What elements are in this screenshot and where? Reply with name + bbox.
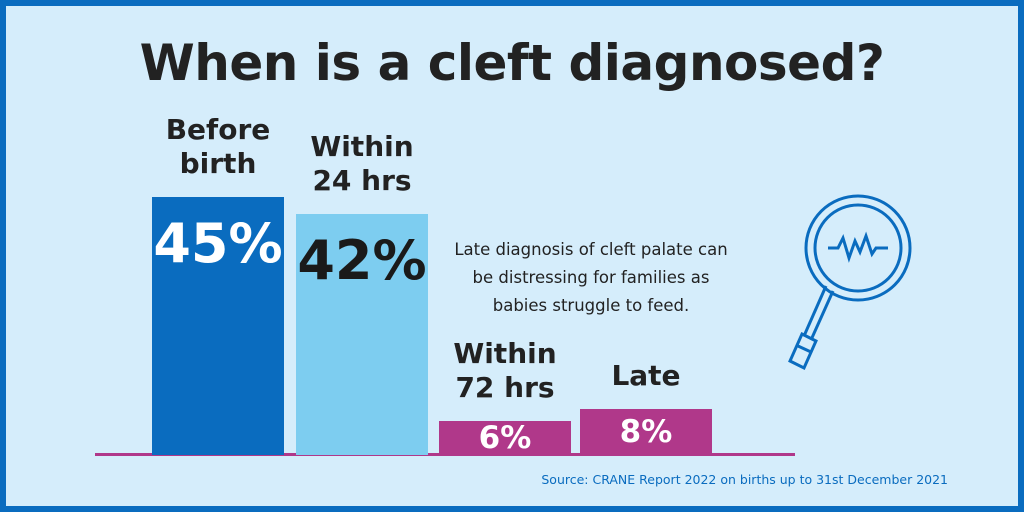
category-label: Before birth: [165, 113, 271, 180]
value-label: 6%: [478, 419, 532, 456]
value-label: 42%: [297, 229, 427, 293]
category-label: Late: [611, 359, 681, 393]
bar: [439, 420, 571, 455]
magnifier-icon: [788, 194, 912, 371]
value-label: 8%: [619, 414, 673, 451]
value-label: 45%: [153, 212, 283, 275]
annotation: Late diagnosis of cleft palate can be di…: [454, 240, 728, 315]
category-label: Within 24 hrs: [310, 130, 414, 198]
source-note: Source: CRANE Report 2022 on births up t…: [541, 472, 948, 487]
bar: [296, 214, 428, 455]
bar: [580, 409, 712, 455]
chart-title: When is a cleft diagnosed?: [139, 34, 885, 92]
bar: [152, 197, 284, 455]
category-label: Within 72 hrs: [453, 336, 557, 404]
